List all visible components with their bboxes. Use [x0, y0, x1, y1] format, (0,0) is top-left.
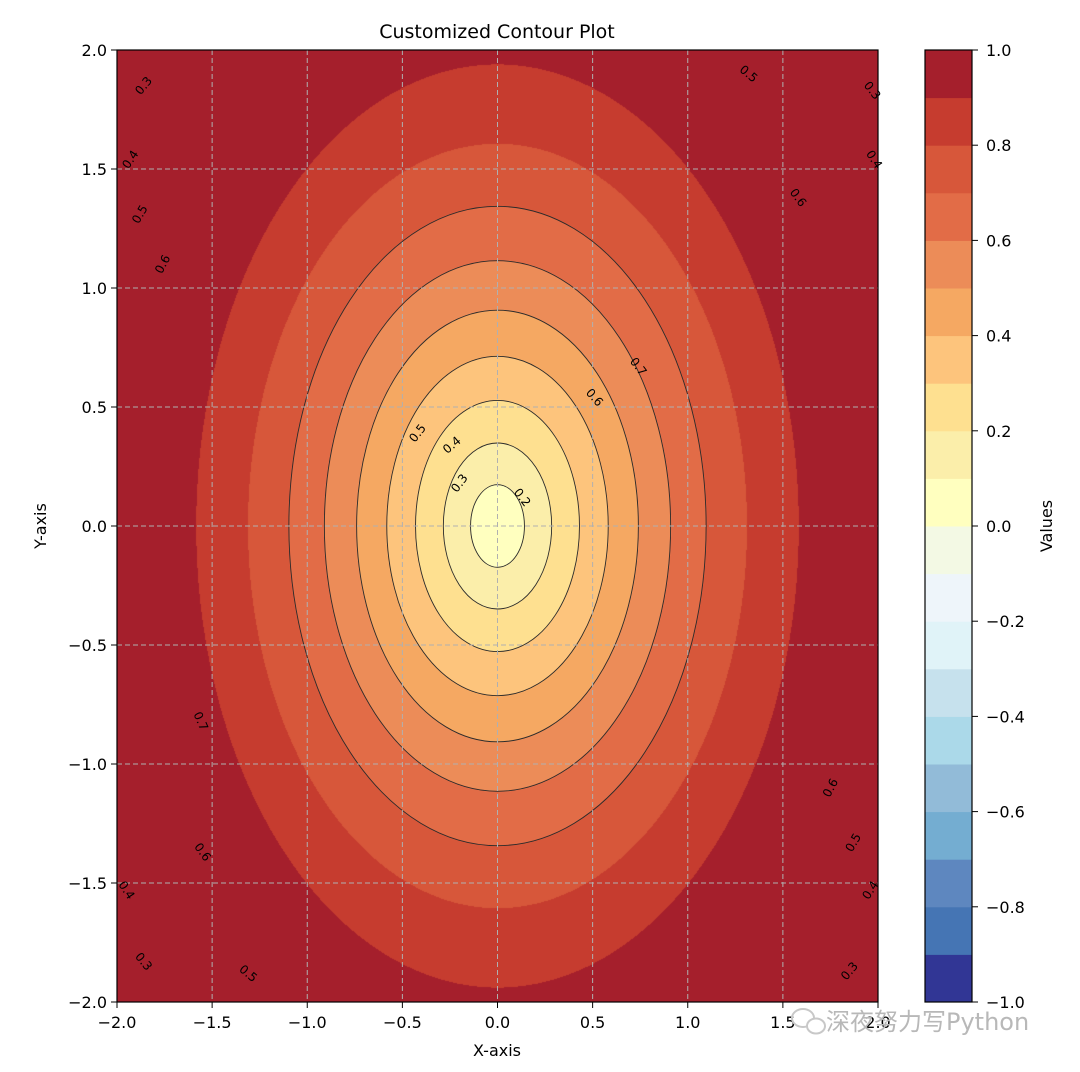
x-tick-label: −1.0	[288, 1013, 327, 1032]
y-axis-ticks: −2.0 −1.5 −1.0 −0.5 0.0 0.5 1.0 1.5 2.0	[68, 41, 117, 1012]
colorbar-band	[925, 430, 972, 479]
colorbar-band	[925, 668, 972, 717]
x-tick-label: −2.0	[98, 1013, 137, 1032]
colorbar-band	[925, 288, 972, 337]
colorbar-band	[925, 906, 972, 955]
colorbar-tick-label: 0.6	[986, 231, 1011, 250]
colorbar-band	[925, 383, 972, 432]
y-axis-label: Y-axis	[31, 503, 50, 550]
colorbar-band	[925, 192, 972, 241]
y-tick-label: 1.0	[82, 279, 107, 298]
colorbar-band	[925, 716, 972, 765]
colorbar-tick-label: 1.0	[986, 41, 1011, 60]
colorbar-band	[925, 764, 972, 813]
colorbar-band	[925, 240, 972, 289]
watermark-text: 深夜努力写Python	[826, 1008, 1029, 1036]
chart-title: Customized Contour Plot	[379, 21, 615, 43]
y-tick-label: 0.5	[82, 398, 107, 417]
watermark: 深夜努力写Python	[791, 1008, 1029, 1036]
y-tick-label: −2.0	[68, 993, 107, 1012]
colorbar-label: Values	[1037, 500, 1056, 552]
colorbar: −1.0 −0.8 −0.6 −0.4 −0.2 0.0 0.2 0.4 0.6 0.8 1.0	[924, 41, 1025, 1012]
colorbar-band	[925, 573, 972, 622]
y-tick-label: 0.0	[82, 517, 107, 536]
colorbar-band	[925, 50, 972, 99]
colorbar-band	[925, 859, 972, 908]
x-tick-label: −0.5	[383, 1013, 422, 1032]
colorbar-tick-label: 0.4	[986, 327, 1011, 346]
x-tick-label: 0.5	[580, 1013, 605, 1032]
wechat-icon	[791, 1008, 826, 1035]
colorbar-tick-label: 0.8	[986, 136, 1011, 155]
y-tick-label: −0.5	[68, 636, 107, 655]
colorbar-tick-label: −0.8	[986, 898, 1025, 917]
y-tick-label: −1.5	[68, 874, 107, 893]
colorbar-band	[925, 145, 972, 194]
x-tick-label: −1.5	[193, 1013, 232, 1032]
colorbar-band	[925, 335, 972, 384]
colorbar-band	[925, 478, 972, 527]
x-axis-ticks: −2.0 −1.5 −1.0 −0.5 0.0 0.5 1.0 1.5 2.0	[98, 1002, 891, 1032]
colorbar-band	[925, 954, 972, 1003]
colorbar-band	[925, 621, 972, 670]
y-tick-label: 2.0	[82, 41, 107, 60]
x-tick-label: 0.0	[485, 1013, 510, 1032]
x-axis-label: X-axis	[473, 1041, 521, 1060]
y-tick-label: 1.5	[82, 160, 107, 179]
x-tick-label: 1.0	[675, 1013, 700, 1032]
y-tick-label: −1.0	[68, 755, 107, 774]
colorbar-band	[925, 97, 972, 146]
colorbar-tick-label: −1.0	[986, 993, 1025, 1012]
colorbar-band	[925, 526, 972, 575]
x-tick-label: 1.5	[770, 1013, 795, 1032]
colorbar-tick-label: −0.6	[986, 803, 1025, 822]
colorbar-tick-label: −0.4	[986, 707, 1025, 726]
colorbar-tick-label: −0.2	[986, 612, 1025, 631]
grid-lines	[117, 50, 878, 1002]
colorbar-band	[925, 811, 972, 860]
colorbar-tick-label: 0.0	[986, 517, 1011, 536]
colorbar-tick-label: 0.2	[986, 422, 1011, 441]
x-tick-label: 2.0	[865, 1013, 890, 1032]
